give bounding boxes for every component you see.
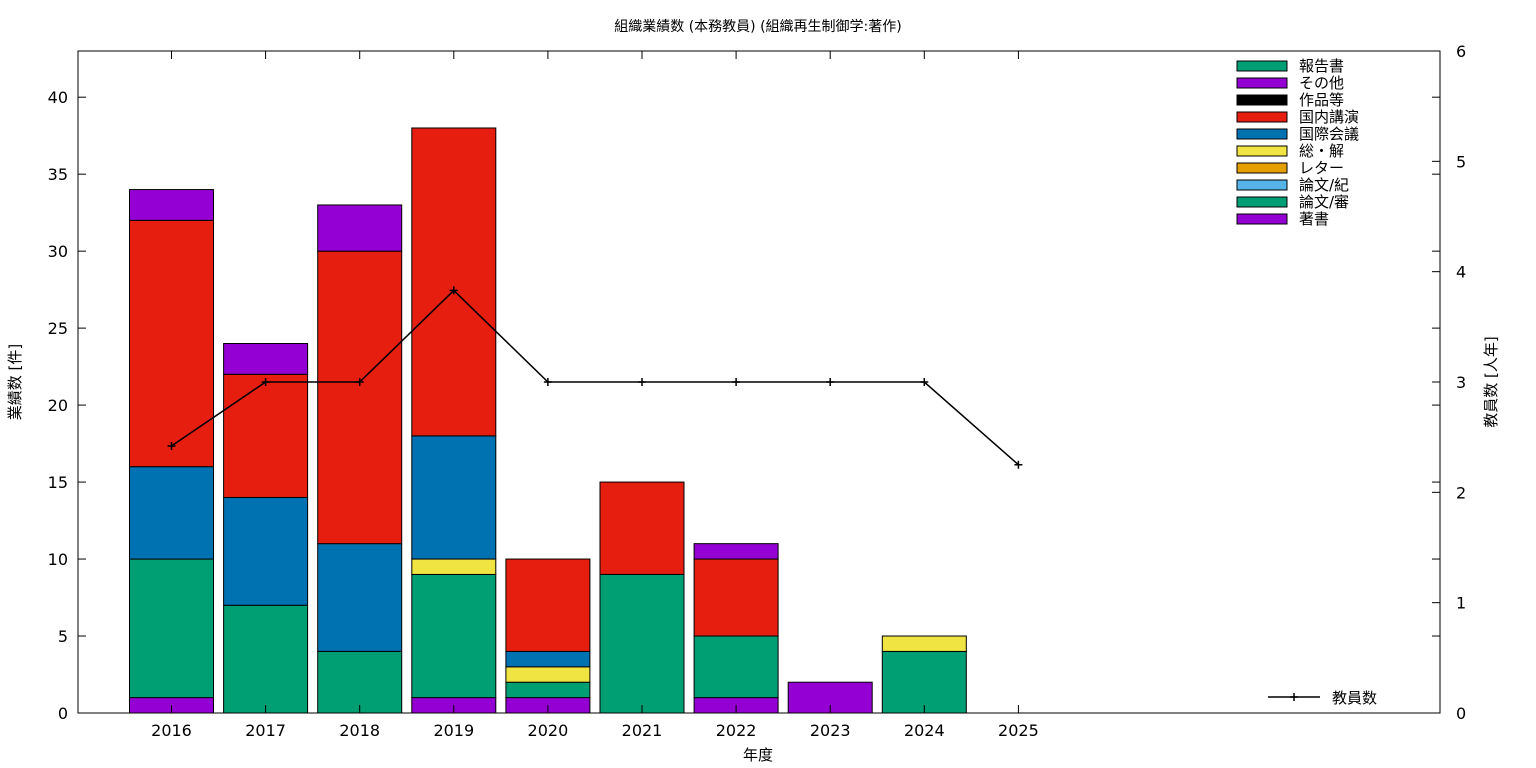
y-tick-label: 25 xyxy=(48,319,68,338)
line-point-2023 xyxy=(826,378,835,386)
line-point-2024 xyxy=(920,378,929,386)
y-tick-label: 35 xyxy=(48,165,68,184)
bar-2022-series-1 xyxy=(693,635,779,699)
bars-layer xyxy=(129,127,967,714)
legend-label: 総・解 xyxy=(1299,142,1344,160)
bar-2016-series-1 xyxy=(129,558,214,699)
bar-2022-series-6 xyxy=(693,558,779,637)
legend-swatch xyxy=(1236,77,1288,89)
legend-label: 論文/紀 xyxy=(1299,176,1349,194)
y-tick-label: 0 xyxy=(58,704,68,723)
y2-tick-label: 6 xyxy=(1456,42,1466,61)
y2-tick-label: 0 xyxy=(1456,704,1466,723)
legend-label: 報告書 xyxy=(1299,57,1344,75)
line-teachers xyxy=(171,289,1019,466)
legend-swatch xyxy=(1236,196,1288,208)
bar-2016-series-5 xyxy=(129,466,214,560)
y2-tick-label: 3 xyxy=(1456,373,1466,392)
line-legend-marker xyxy=(1290,693,1298,701)
bar-2018-series-8 xyxy=(317,204,403,252)
y-tick-label: 5 xyxy=(58,627,68,646)
legend-label: 論文/審 xyxy=(1299,193,1349,211)
x-tick-label: 2025 xyxy=(998,721,1039,740)
x-tick-label: 2021 xyxy=(622,721,663,740)
x-tick-label: 2023 xyxy=(810,721,851,740)
y-axis-label: 業績数 [件] xyxy=(6,344,24,420)
legend-swatch xyxy=(1236,162,1288,174)
bar-2019-series-4 xyxy=(411,558,497,575)
bar-2017-series-1 xyxy=(223,604,309,714)
line-point-2025 xyxy=(1014,460,1023,469)
y-tick-label: 40 xyxy=(48,88,68,107)
legend-label: 国内講演 xyxy=(1299,108,1359,126)
bar-2020-series-6 xyxy=(505,558,591,652)
bar-2021-series-1 xyxy=(599,573,685,714)
line-layer xyxy=(167,286,1023,469)
line-point-2016 xyxy=(167,441,176,450)
x-tick-label: 2018 xyxy=(339,721,380,740)
legend-swatch xyxy=(1236,213,1288,225)
y2-axis: 0 1 2 3 4 5 6 xyxy=(1432,42,1466,723)
legend-swatch xyxy=(1236,145,1288,157)
bar-2019-series-6 xyxy=(411,127,497,437)
y-axis: 0 5 10 15 20 25 30 35 40 xyxy=(48,88,1440,723)
x-tick-label: 2017 xyxy=(245,721,286,740)
legend-swatch xyxy=(1236,94,1288,106)
bar-2024-series-4 xyxy=(881,635,967,652)
x-tick-label: 2020 xyxy=(528,721,569,740)
legend-swatch xyxy=(1236,111,1288,123)
y-tick-label: 20 xyxy=(48,396,68,415)
x-axis-label: 年度 xyxy=(743,746,773,764)
legend-swatch xyxy=(1236,128,1288,140)
bar-2018-series-1 xyxy=(317,650,403,714)
x-tick-label: 2024 xyxy=(904,721,945,740)
x-axis: 2016 2017 2018 2019 2020 2021 2022 2023 2024 2025 xyxy=(151,51,1039,740)
bar-2021-series-6 xyxy=(599,481,685,575)
bar-2022-series-8 xyxy=(693,543,779,560)
line-point-2017 xyxy=(261,378,270,386)
line-point-2019 xyxy=(449,286,458,295)
chart-title: 組織業績数 (本務教員) (組織再生制御学:著作) xyxy=(614,19,901,35)
line-legend-label: 教員数 xyxy=(1332,689,1377,707)
line-legend: 教員数 xyxy=(1268,689,1377,707)
line-point-2022 xyxy=(732,378,741,386)
legend-label: 作品等 xyxy=(1299,91,1344,109)
legend-label: 国際会議 xyxy=(1299,125,1359,143)
y2-tick-label: 5 xyxy=(1456,152,1466,171)
legend-swatch xyxy=(1236,60,1288,72)
x-tick-label: 2019 xyxy=(433,721,474,740)
line-point-2021 xyxy=(638,378,646,386)
line-point-2018 xyxy=(355,378,364,386)
bar-2020-series-5 xyxy=(505,650,591,668)
x-tick-label: 2016 xyxy=(151,721,192,740)
x-tick-label: 2022 xyxy=(716,721,757,740)
legend-label: 著書 xyxy=(1299,210,1329,228)
y-tick-label: 15 xyxy=(48,473,68,492)
bar-2018-series-6 xyxy=(317,250,403,545)
bar-2019-series-5 xyxy=(411,435,497,560)
legend-swatch xyxy=(1236,179,1288,191)
bar-2017-series-5 xyxy=(223,496,309,606)
bar-2017-series-8 xyxy=(223,343,309,375)
bar-2017-series-6 xyxy=(223,373,309,498)
bar-2016-series-8 xyxy=(129,189,214,221)
bar-2020-series-4 xyxy=(505,666,591,683)
bar-2018-series-5 xyxy=(317,543,403,652)
y-tick-label: 10 xyxy=(48,550,68,569)
bar-2019-series-1 xyxy=(411,573,497,699)
y2-tick-label: 4 xyxy=(1456,263,1466,282)
line-point-2020 xyxy=(543,378,552,386)
bar-2016-series-6 xyxy=(129,219,214,468)
y-tick-label: 30 xyxy=(48,242,68,261)
y2-axis-label: 教員数 [人年] xyxy=(1482,336,1500,427)
legend-label: その他 xyxy=(1299,74,1344,92)
bar-2024-series-1 xyxy=(881,650,967,714)
legend-label: レター xyxy=(1299,159,1344,177)
y2-tick-label: 1 xyxy=(1456,594,1466,613)
bar-2020-series-1 xyxy=(505,681,591,699)
y2-tick-label: 2 xyxy=(1456,483,1466,502)
